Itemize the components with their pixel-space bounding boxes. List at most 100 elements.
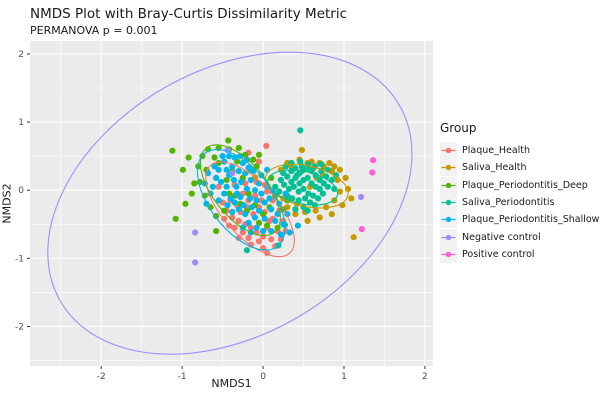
data-point — [332, 172, 339, 179]
panel-background — [30, 41, 433, 366]
data-point — [342, 174, 349, 181]
legend-key-icon — [440, 176, 457, 194]
data-point — [226, 190, 233, 197]
data-point — [304, 217, 311, 224]
data-point — [215, 197, 222, 204]
data-point — [328, 211, 335, 218]
data-point — [223, 176, 230, 184]
y-tick-label: 1 — [18, 118, 24, 128]
data-point — [264, 222, 271, 229]
data-point — [369, 169, 376, 176]
data-point — [213, 228, 220, 235]
data-point — [229, 170, 236, 177]
data-point — [230, 176, 237, 184]
data-point — [266, 195, 273, 202]
legend-key-icon — [440, 194, 457, 212]
y-tick-label: 0 — [18, 186, 24, 196]
data-point — [221, 207, 228, 214]
legend-item: Plaque_Periodontitis_Shallow — [440, 211, 600, 229]
legend-label: Saliva_Health — [462, 162, 527, 174]
data-point — [255, 238, 263, 245]
x-tick-label: -2 — [97, 372, 106, 382]
legend-key-icon — [440, 245, 457, 263]
data-point — [288, 178, 295, 186]
data-point — [266, 217, 273, 224]
data-point — [358, 226, 365, 233]
data-point — [292, 211, 299, 218]
data-point — [245, 219, 252, 226]
data-point — [324, 183, 331, 190]
data-point — [247, 195, 254, 202]
data-point — [224, 202, 231, 209]
data-point — [312, 207, 319, 214]
data-point — [253, 163, 260, 170]
legend-key-icon — [440, 142, 457, 160]
legend-key-icon — [440, 159, 457, 177]
data-point — [277, 176, 284, 184]
data-point — [268, 206, 275, 213]
data-point — [213, 213, 220, 220]
data-point — [289, 195, 296, 202]
data-point — [318, 161, 325, 168]
data-point — [305, 190, 312, 197]
data-point — [209, 183, 216, 190]
data-point — [298, 146, 305, 154]
data-point — [331, 163, 338, 170]
data-point — [233, 183, 240, 190]
legend: Group Plaque_Health Saliva_Health Plaque_P… — [440, 121, 600, 263]
data-point — [192, 229, 199, 236]
data-point — [255, 219, 263, 226]
data-point — [316, 214, 323, 221]
data-point — [243, 247, 250, 254]
data-point — [235, 168, 242, 175]
legend-label: Saliva_Periodontitis — [462, 197, 555, 209]
x-axis-title: NMDS1 — [211, 377, 252, 390]
data-point — [239, 159, 246, 167]
data-point — [223, 166, 230, 173]
legend-label: Plaque_Periodontitis_Shallow — [462, 214, 600, 226]
data-point — [207, 204, 214, 211]
plot-panel: -2 -1 0 1 2 -2 -1 0 1 2 — [15, 41, 433, 382]
data-point — [227, 195, 234, 202]
data-point — [261, 199, 268, 206]
data-point — [251, 214, 259, 221]
data-point — [260, 233, 267, 240]
data-point — [286, 229, 293, 236]
data-point — [268, 236, 275, 243]
data-point — [288, 159, 295, 167]
data-point — [294, 222, 301, 229]
legend-label: Positive control — [462, 248, 535, 260]
data-point — [285, 185, 293, 192]
legend-key-glyph — [441, 251, 456, 258]
data-point — [295, 197, 302, 204]
data-point — [231, 154, 238, 161]
data-point — [336, 188, 343, 195]
x-tick-label: 2 — [422, 372, 428, 382]
data-point — [261, 215, 268, 222]
data-point — [226, 153, 233, 160]
data-point — [188, 190, 195, 197]
data-point — [235, 206, 242, 213]
data-point — [304, 174, 311, 181]
data-point — [237, 193, 244, 201]
legend-item: Negative control — [440, 228, 598, 246]
data-point — [221, 190, 228, 197]
data-point — [250, 156, 257, 163]
legend-title: Group — [440, 121, 477, 135]
legend-label: Plaque_Health — [462, 145, 531, 157]
data-points-layer — [47, 51, 413, 355]
data-point — [260, 211, 267, 218]
data-point — [235, 144, 242, 152]
data-point — [282, 190, 289, 197]
data-point — [229, 208, 236, 216]
data-point — [260, 228, 267, 235]
data-point — [306, 199, 314, 206]
data-point — [255, 207, 263, 214]
data-point — [185, 154, 192, 161]
data-point — [251, 192, 259, 199]
data-point — [242, 211, 249, 218]
data-point — [274, 211, 281, 218]
legend-key-glyph — [441, 147, 456, 154]
